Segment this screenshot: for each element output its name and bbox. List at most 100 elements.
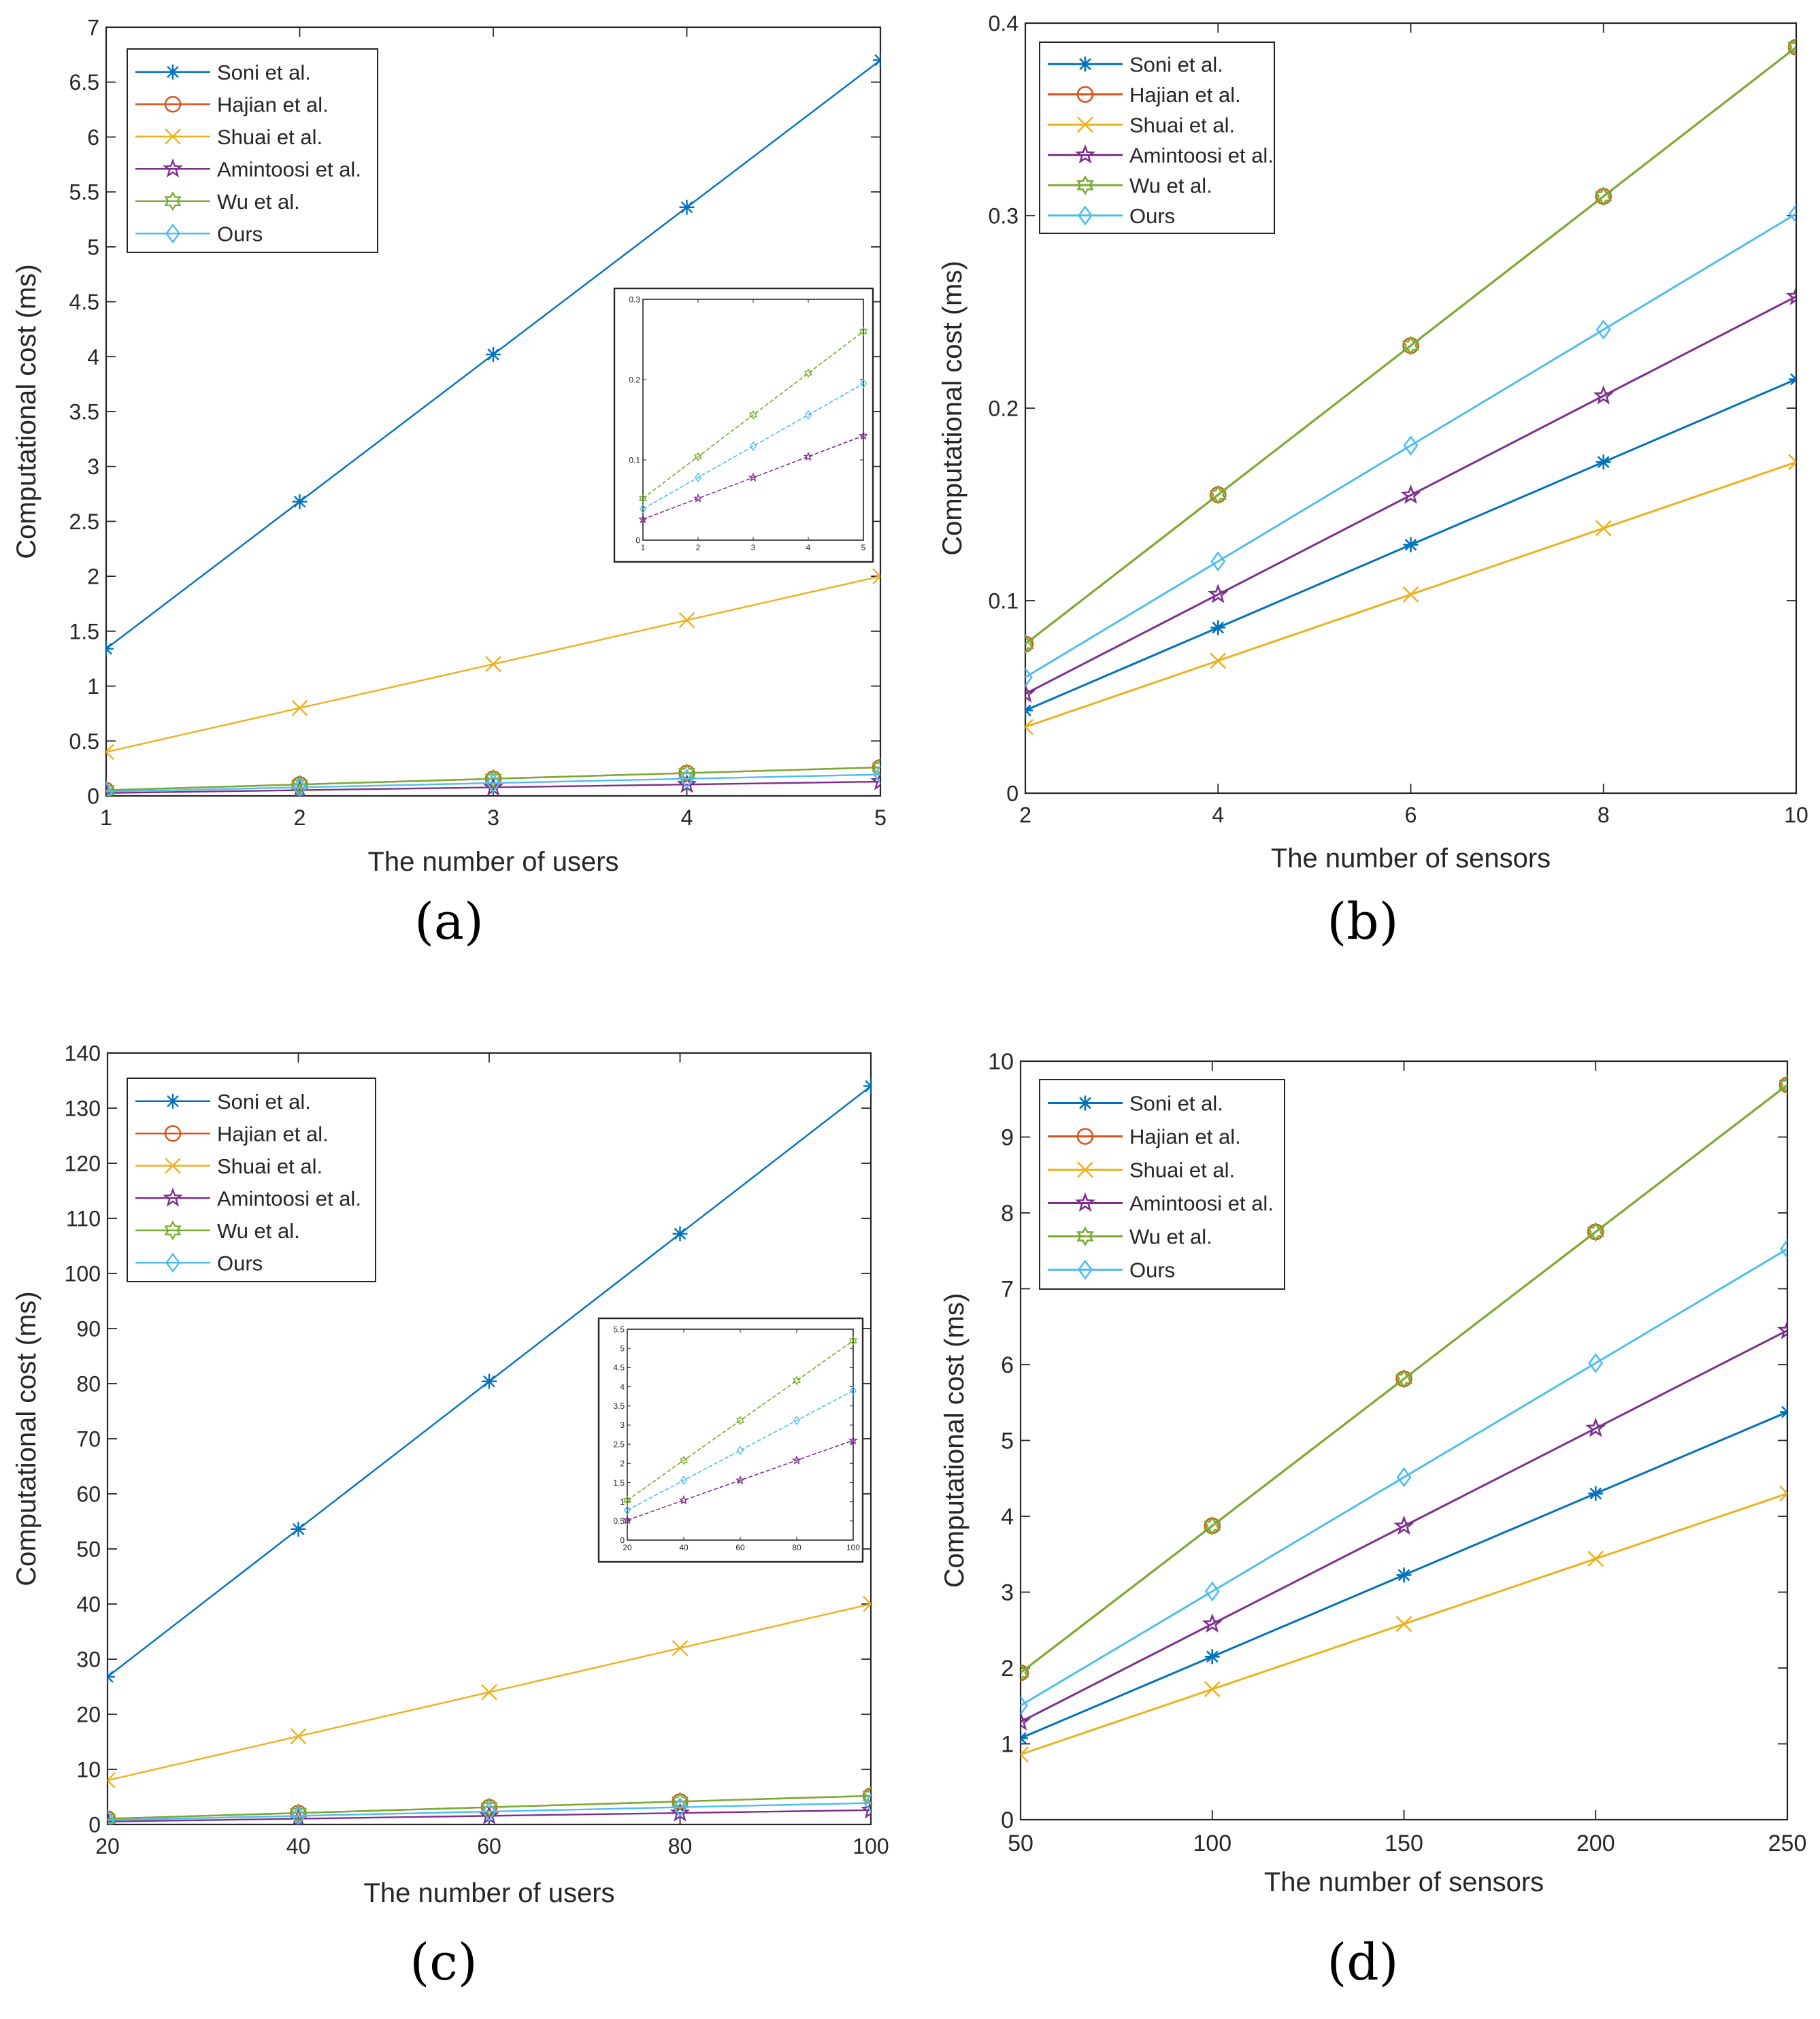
y-tick-label: 120 bbox=[65, 1152, 101, 1176]
inset-axes-box bbox=[642, 299, 864, 541]
inset-x-tick-label: 5 bbox=[861, 543, 866, 552]
x-tick-label: 1 bbox=[100, 805, 112, 830]
inset-axes-box bbox=[627, 1329, 854, 1541]
y-tick-label: 0.4 bbox=[989, 12, 1019, 36]
inset-data-point-ours bbox=[849, 1386, 857, 1396]
data-point-amintoosi-et-al bbox=[1202, 1613, 1223, 1633]
data-point-soni-et-al bbox=[291, 1521, 306, 1537]
legend-marker-soni-et-al bbox=[165, 64, 180, 80]
y-tick-label: 3.5 bbox=[69, 400, 99, 424]
inset-y-tick-label: 0.2 bbox=[629, 375, 640, 384]
data-point-ours bbox=[1021, 1695, 1028, 1716]
x-tick-label: 5 bbox=[874, 805, 887, 830]
legend-label-wu-et-al: Wu et al. bbox=[1129, 1225, 1212, 1249]
x-axis-label: The number of users bbox=[367, 847, 618, 877]
legend-marker-ours bbox=[1078, 1259, 1093, 1280]
legend-label-amintoosi-et-al: Amintoosi et al. bbox=[217, 157, 361, 181]
legend-marker-shuai-et-al bbox=[165, 1157, 181, 1174]
legend-marker-shuai-et-al bbox=[1077, 1161, 1093, 1178]
inset-data-point-ours bbox=[793, 1416, 801, 1426]
x-tick-label: 4 bbox=[681, 805, 693, 830]
inset-data-point-amintoosi-et-al bbox=[858, 431, 869, 440]
data-point-wu-et-al bbox=[1595, 186, 1612, 207]
inset-data-point-ours bbox=[859, 378, 867, 388]
inset-data-point-ours bbox=[694, 473, 702, 482]
legend-marker-amintoosi-et-al bbox=[1074, 1192, 1096, 1212]
series-line-ours bbox=[1021, 1248, 1787, 1707]
data-point-shuai-et-al bbox=[1402, 586, 1419, 603]
data-point-amintoosi-et-al bbox=[1025, 683, 1036, 703]
series-group bbox=[1025, 37, 1796, 735]
data-point-shuai-et-al bbox=[1595, 520, 1612, 537]
x-tick-label: 40 bbox=[286, 1834, 311, 1858]
data-point-shuai-et-al bbox=[290, 1728, 307, 1745]
y-tick-label: 80 bbox=[76, 1372, 101, 1397]
x-tick-label: 2 bbox=[1019, 803, 1031, 827]
y-tick-label: 8 bbox=[1001, 1201, 1014, 1227]
legend: Soni et al. Hajian et al. Shuai et al. Amin… bbox=[1039, 1079, 1285, 1290]
inset-y-tick-label: 1 bbox=[620, 1497, 625, 1507]
legend: Soni et al. Hajian et al. Shuai et al. Amin… bbox=[127, 1078, 376, 1282]
x-tick-label: 10 bbox=[1784, 803, 1808, 827]
legend-label-shuai-et-al: Shuai et al. bbox=[1129, 1158, 1235, 1182]
legend-marker-ours bbox=[1078, 205, 1093, 226]
inset-y-tick-label: 0 bbox=[620, 1535, 625, 1545]
data-point-shuai-et-al bbox=[1025, 718, 1033, 735]
y-tick-label: 4 bbox=[1001, 1504, 1014, 1530]
inset-data-point-wu-et-al bbox=[736, 1416, 744, 1426]
inset-x-tick-label: 60 bbox=[735, 1543, 745, 1552]
legend-marker-wu-et-al bbox=[1076, 175, 1094, 195]
inset-x-tick-label: 40 bbox=[679, 1543, 689, 1552]
inset-x-tick-label: 1 bbox=[641, 543, 646, 552]
data-point-wu-et-al bbox=[106, 780, 115, 796]
data-point-soni-et-al bbox=[1210, 620, 1226, 635]
data-point-ours bbox=[1780, 1239, 1787, 1259]
y-tick-label: 40 bbox=[76, 1592, 101, 1617]
legend-box bbox=[1039, 1079, 1285, 1290]
legend-marker-shuai-et-al bbox=[1077, 116, 1093, 133]
inset-data-point-wu-et-al bbox=[680, 1455, 688, 1465]
data-point-soni-et-al bbox=[1204, 1649, 1220, 1665]
inset-data-point-amintoosi-et-al bbox=[748, 472, 759, 482]
data-point-shuai-et-al bbox=[485, 656, 501, 673]
inset-y-tick-label: 5 bbox=[620, 1344, 625, 1354]
y-tick-label: 5.5 bbox=[69, 180, 99, 205]
caption-c: (c) bbox=[410, 1933, 477, 1992]
y-tick-label: 20 bbox=[76, 1703, 101, 1727]
legend-box bbox=[127, 1078, 376, 1282]
data-point-amintoosi-et-al bbox=[1400, 484, 1421, 504]
y-tick-label: 6 bbox=[87, 125, 99, 150]
inset-data-point-wu-et-al bbox=[694, 452, 702, 462]
y-tick-label: 3 bbox=[87, 454, 99, 479]
data-point-amintoosi-et-al bbox=[1208, 584, 1229, 603]
inset-data-point-wu-et-al bbox=[859, 327, 867, 337]
data-point-wu-et-al bbox=[107, 1809, 116, 1824]
data-point-wu-et-al bbox=[872, 757, 880, 778]
inset-y-tick-label: 3.5 bbox=[613, 1401, 625, 1411]
data-point-soni-et-al bbox=[1021, 1731, 1028, 1746]
data-point-soni-et-al bbox=[106, 641, 114, 656]
data-point-hajian-et-al bbox=[1021, 1664, 1029, 1682]
y-tick-label: 7 bbox=[87, 16, 99, 40]
inset-y-tick-label: 4 bbox=[620, 1382, 625, 1392]
x-tick-label: 3 bbox=[487, 805, 499, 830]
data-point-soni-et-al bbox=[672, 1226, 688, 1241]
data-point-soni-et-al bbox=[1396, 1567, 1412, 1583]
inset-data-point-ours bbox=[680, 1475, 688, 1485]
y-tick-label: 2 bbox=[1001, 1656, 1014, 1682]
legend-label-soni-et-al: Soni et al. bbox=[217, 61, 311, 84]
inset-data-point-wu-et-al bbox=[639, 493, 647, 503]
data-point-wu-et-al bbox=[1587, 1222, 1604, 1242]
x-tick-label: 50 bbox=[1008, 1831, 1033, 1856]
y-tick-label: 4 bbox=[87, 345, 99, 369]
inset-data-point-ours bbox=[749, 441, 757, 451]
data-point-wu-et-al bbox=[1025, 633, 1034, 654]
legend-box bbox=[127, 48, 378, 253]
data-point-shuai-et-al bbox=[1779, 1485, 1787, 1502]
legend-marker-soni-et-al bbox=[1078, 1095, 1093, 1111]
legend-marker-soni-et-al bbox=[165, 1093, 180, 1109]
legend-label-soni-et-al: Soni et al. bbox=[1129, 52, 1223, 76]
y-tick-label: 5 bbox=[1001, 1429, 1014, 1454]
inset-y-tick-label: 0 bbox=[635, 535, 640, 545]
inset-series-line-ours bbox=[642, 383, 864, 510]
